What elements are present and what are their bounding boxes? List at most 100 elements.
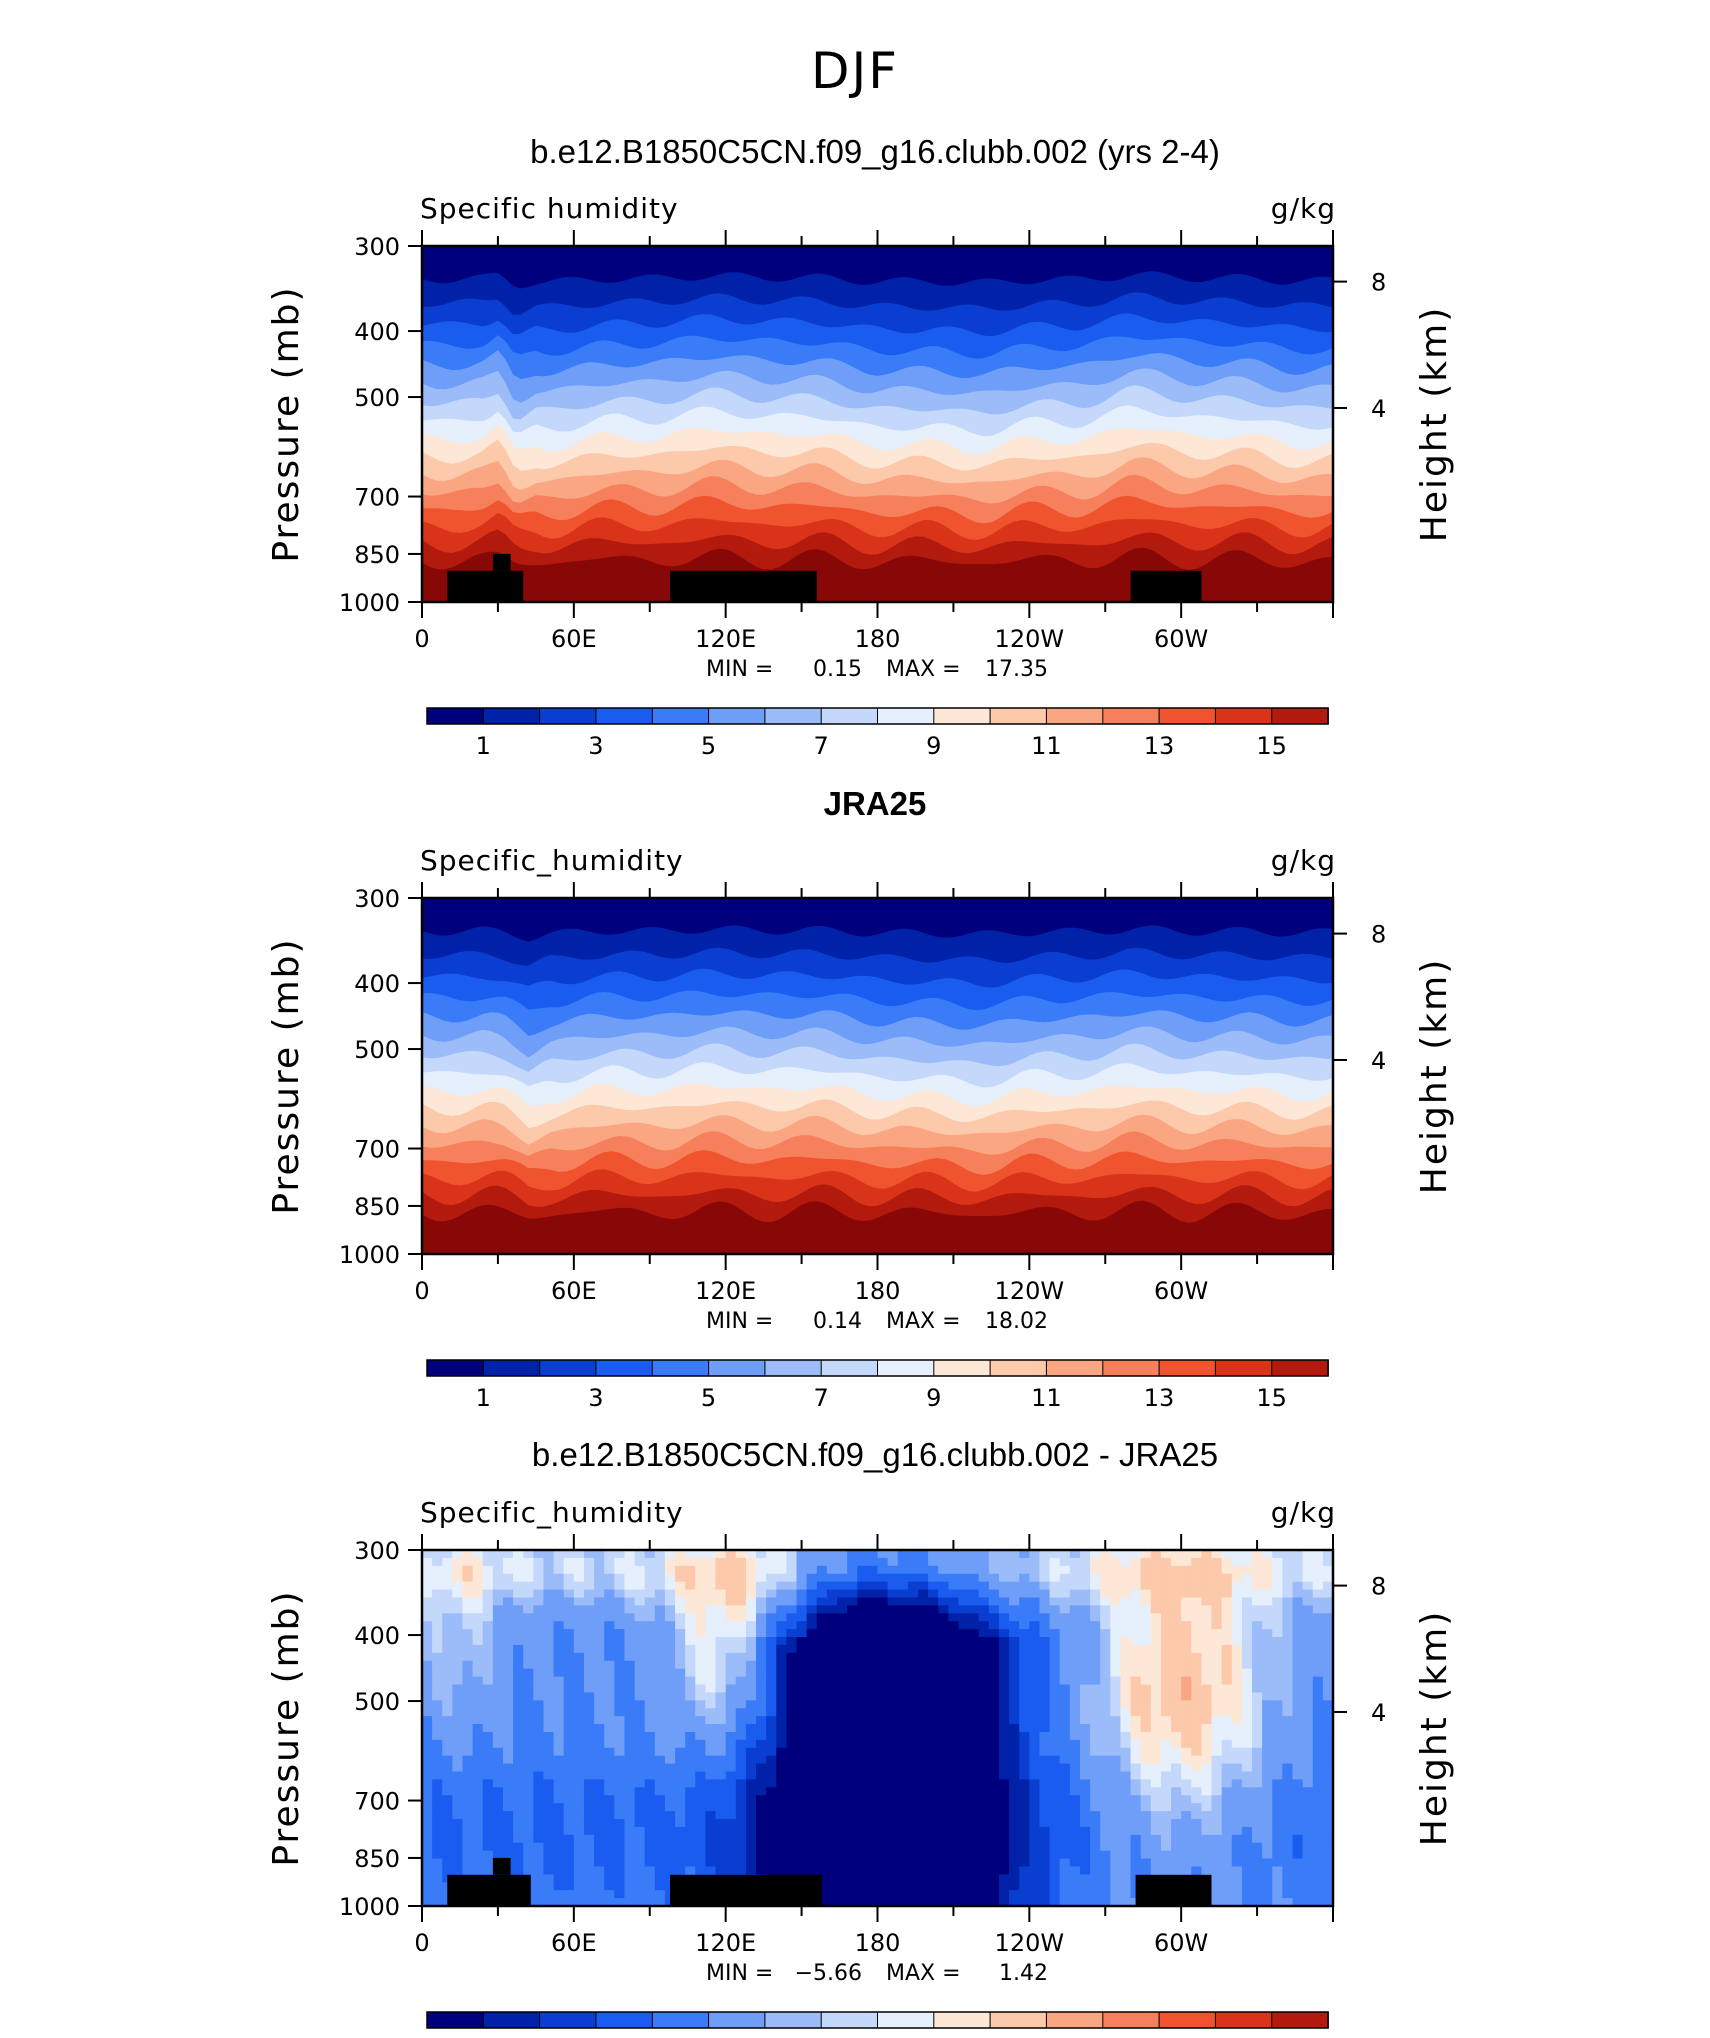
contour-cell [1211,1858,1223,1868]
contour-cell [968,1589,980,1599]
contour-cell [837,1850,848,1860]
contour-cell [1252,1747,1263,1757]
contour-cell [664,1818,676,1828]
contour-cell [1272,1826,1283,1836]
contour-cell [1009,1573,1020,1583]
contour-cell [624,1850,636,1860]
contour-cell [786,1818,798,1828]
contour-cell [1140,1739,1152,1749]
contour-cell [1120,1858,1132,1868]
contour-cell [796,1708,808,1717]
contour-cell [968,1818,980,1828]
contour-cell [1019,1787,1030,1796]
contour-cell [877,1613,889,1622]
contour-cell [837,1557,848,1567]
contour-cell [1322,1882,1333,1891]
contour-cell [1039,1811,1051,1820]
contour-cell [1262,1724,1273,1733]
contour-cell [766,1637,777,1646]
contour-cell [675,1597,686,1606]
contour-cell [1130,1787,1142,1796]
contour-cell [1079,1676,1091,1686]
contour-cell [745,1842,757,1852]
contour-cell [756,1803,767,1812]
contour-cell [543,1550,555,1559]
contour-cell [1150,1589,1162,1599]
contour-cell [705,1716,717,1725]
contour-cell [745,1613,757,1622]
contour-cell [968,1771,980,1781]
contour-cell [907,1652,919,1662]
contour-cell [1029,1755,1041,1765]
contour-cell [897,1676,909,1686]
colorbar-label: 11 [1031,732,1062,760]
contour-cell [675,1692,686,1701]
contour-cell [543,1557,555,1567]
contour-cell [928,1637,939,1646]
contour-cell [422,1739,433,1749]
contour-cell [1029,1811,1041,1820]
y-right-axis-label: Height (km) [1414,306,1455,542]
contour-cell [1302,1874,1314,1883]
contour-cell [573,1550,585,1559]
contour-cell [432,1811,443,1820]
contour-cell [857,1882,868,1891]
contour-cell [1171,1731,1182,1741]
contour-cell [1272,1890,1283,1899]
contour-cell [462,1652,474,1662]
units-label: g/kg [1271,192,1336,225]
contour-cell [786,1684,798,1693]
contour-cell [1120,1739,1132,1749]
contour-cell [664,1747,676,1757]
contour-cell [826,1573,838,1583]
contour-cell [928,1779,939,1788]
contour-cell [513,1826,524,1836]
colorbar-box [708,1359,766,1377]
contour-cell [968,1668,980,1678]
contour-cell [1272,1834,1283,1844]
contour-cell [1181,1557,1192,1567]
contour-cell [553,1613,565,1622]
contour-cell [563,1834,575,1844]
contour-cell [624,1858,636,1868]
contour-cell [1292,1700,1304,1709]
contour-cell [998,1573,1010,1583]
contour-cell [1322,1637,1333,1646]
contour-cell [1100,1557,1111,1567]
y-tick-label: 300 [354,1537,400,1565]
contour-cell [786,1605,798,1614]
contour-cell [1171,1589,1182,1599]
colorbar-box [1271,1359,1329,1377]
colorbar-box [482,2011,541,2029]
contour-cell [1181,1716,1192,1725]
contour-cell [523,1637,534,1646]
contour-cell [867,1581,879,1591]
contour-cell [998,1724,1010,1733]
contour-cell [573,1739,585,1749]
contour-cell [1171,1621,1182,1630]
contour-cell [644,1874,656,1883]
contour-cell [1322,1811,1333,1820]
contour-cell [715,1866,727,1875]
contour-cell [624,1613,636,1622]
contour-cell [523,1565,534,1575]
contour-cell [978,1866,990,1875]
contour-cell [847,1573,858,1583]
contour-cell [624,1771,636,1781]
contour-cell [725,1858,737,1868]
contour-cell [452,1826,464,1836]
contour-cell [978,1755,990,1765]
contour-cell [847,1866,858,1875]
contour-cell [826,1550,838,1559]
contour-cell [432,1779,443,1788]
contour-cell [1262,1890,1273,1899]
contour-cell [1039,1724,1051,1733]
contour-cell [786,1787,798,1796]
contour-cell [1029,1581,1041,1591]
contour-cell [1221,1874,1233,1883]
contour-cell [857,1850,868,1860]
contour-cell [1282,1629,1294,1638]
contour-cell [1262,1613,1273,1622]
contour-cell [563,1771,575,1781]
contour-cell [1171,1779,1182,1788]
